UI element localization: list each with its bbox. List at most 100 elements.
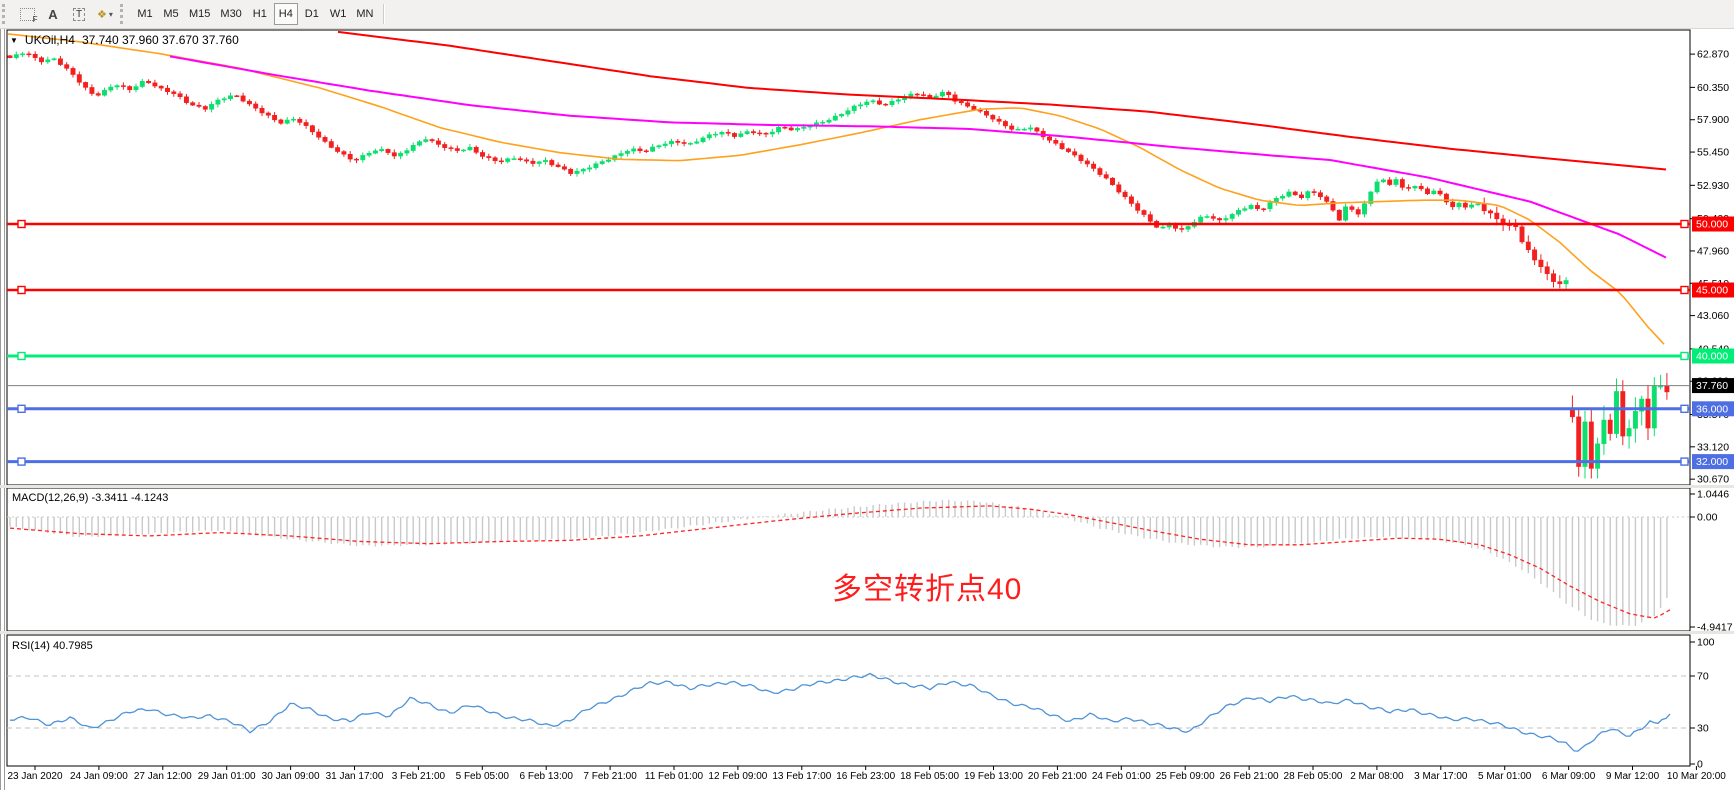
price-label-40.000: 40.000 (1692, 348, 1734, 364)
letter-a-icon: A (48, 6, 58, 22)
hline-handle[interactable] (1680, 404, 1689, 413)
chevron-down-icon: ▾ (108, 9, 113, 19)
date-label: 9 Mar 12:00 (1605, 771, 1660, 782)
chart-symbol-title[interactable]: ▼ UKOil,H4 37.740 37.960 37.670 37.760 (10, 33, 239, 47)
font-annotation-button[interactable]: A (41, 3, 65, 25)
date-label: 31 Jan 17:00 (325, 771, 384, 782)
price-label-36.000: 36.000 (1692, 401, 1734, 417)
date-label: 12 Feb 09:00 (708, 771, 768, 782)
chart-toolbar: F A T ❖ ▾ M1 M5 M15 M30 H1 H4 D1 W1 MN (0, 0, 1734, 29)
timeframe-M30[interactable]: M30 (216, 3, 245, 25)
svg-text:33.120: 33.120 (1697, 441, 1729, 453)
panel-splitter-rsi[interactable] (0, 631, 1734, 634)
date-label: 13 Feb 17:00 (772, 771, 832, 782)
svg-text:62.870: 62.870 (1697, 49, 1729, 61)
boxed-t-icon: T (72, 7, 86, 21)
current-price-label: 37.760 (1692, 378, 1734, 394)
hline-32.000[interactable] (7, 457, 1690, 466)
timeframe-W1[interactable]: W1 (326, 3, 351, 25)
ma-mid-magenta (169, 55, 1667, 259)
timeframe-buttons: M1 M5 M15 M30 H1 H4 D1 W1 MN (132, 3, 378, 25)
panel-border (6, 634, 1691, 767)
price-label-50.000: 50.000 (1692, 216, 1734, 232)
timeframe-M15[interactable]: M15 (185, 3, 214, 25)
svg-text:47.960: 47.960 (1697, 245, 1729, 257)
date-label: 6 Feb 13:00 (519, 771, 573, 782)
date-label: 25 Feb 09:00 (1155, 771, 1215, 782)
svg-text:37.760: 37.760 (1696, 380, 1728, 392)
hline-36.000[interactable] (7, 404, 1690, 413)
window-left-edge-inner (4, 28, 5, 790)
svg-text:32.000: 32.000 (1696, 456, 1728, 468)
ohlc-values: 37.740 37.960 37.670 37.760 (81, 33, 239, 47)
date-axis: 23 Jan 2020 24 Jan 09:00 27 Jan 12:00 29 Ja… (0, 768, 1734, 790)
hline-handle[interactable] (17, 457, 26, 466)
svg-text:30.670: 30.670 (1697, 474, 1729, 486)
hline-handle[interactable] (17, 219, 26, 229)
annotation-text[interactable]: 多空转折点40 (832, 573, 1023, 606)
ma-slow-red (337, 30, 1667, 171)
timeframe-H4[interactable]: H4 (273, 3, 298, 25)
timeframe-H1[interactable]: H1 (248, 3, 272, 25)
toolbar-drag-handle[interactable] (2, 4, 10, 24)
timeframe-M5[interactable]: M5 (159, 3, 183, 25)
price-label-45.000: 45.000 (1692, 282, 1734, 298)
date-label: 5 Feb 05:00 (455, 771, 509, 782)
price-axis: 62.87060.35057.90055.45052.93050.40047.9… (1690, 49, 1729, 486)
hline-handle[interactable] (1680, 457, 1689, 466)
panel-splitter-macd[interactable] (0, 485, 1734, 488)
arrow-objects-button[interactable]: ❖ ▾ (93, 3, 117, 25)
svg-text:57.900: 57.900 (1697, 114, 1729, 126)
date-ticks (34, 766, 1697, 770)
hline-handle[interactable] (17, 285, 26, 295)
object-tool-buttons: F A T ❖ ▾ (14, 3, 118, 25)
hline-handle[interactable] (1680, 351, 1689, 361)
hline-handle[interactable] (1680, 219, 1689, 229)
rsi-line (10, 672, 1671, 752)
date-label: 2 Mar 08:00 (1350, 771, 1404, 782)
svg-text:52.930: 52.930 (1697, 180, 1729, 192)
date-label: 24 Jan 09:00 (69, 771, 128, 782)
hline-handle[interactable] (17, 404, 26, 413)
date-label: 27 Jan 12:00 (133, 771, 192, 782)
hline-handle[interactable] (1680, 285, 1689, 295)
rsi-axis: 100 70 30 0 (1690, 637, 1715, 771)
hline-handle[interactable] (17, 351, 26, 361)
date-label: 7 Feb 21:00 (583, 771, 637, 782)
hline-45.000[interactable] (7, 285, 1690, 295)
svg-text:55.450: 55.450 (1697, 147, 1729, 159)
rsi-indicator-label: RSI(14) 40.7985 (12, 640, 93, 652)
toolbar-separator (383, 4, 385, 24)
svg-text:45.000: 45.000 (1696, 285, 1728, 297)
date-label: 28 Feb 05:00 (1283, 771, 1343, 782)
date-label: 24 Feb 01:00 (1091, 771, 1151, 782)
date-label: 19 Feb 13:00 (964, 771, 1023, 782)
svg-text:40.000: 40.000 (1696, 351, 1728, 363)
text-label-button[interactable]: T (67, 3, 91, 25)
rsi-panel (7, 672, 1690, 752)
timeframe-D1[interactable]: D1 (300, 3, 324, 25)
timeframe-M1[interactable]: M1 (133, 3, 157, 25)
chart-properties-button[interactable]: F (15, 3, 39, 25)
svg-text:100: 100 (1697, 637, 1715, 649)
collapse-icon[interactable]: ▼ (10, 35, 18, 45)
date-label: 29 Jan 01:00 (197, 771, 256, 782)
svg-text:0.00: 0.00 (1697, 512, 1718, 524)
date-label: 6 Mar 09:00 (1541, 771, 1596, 782)
timeframe-MN[interactable]: MN (352, 3, 377, 25)
candlesticks (7, 51, 1670, 479)
panel-border (6, 29, 1691, 486)
date-label: 3 Feb 21:00 (391, 771, 446, 782)
hline-40.000[interactable] (7, 351, 1690, 361)
date-label: 26 Feb 21:00 (1219, 771, 1279, 782)
date-label: 3 Mar 17:00 (1414, 771, 1468, 782)
svg-text:-4.9417: -4.9417 (1697, 622, 1733, 634)
timeframe-toolbar-drag-handle[interactable] (120, 4, 128, 24)
macd-axis: 1.0446 0.00 -4.9417 (1690, 489, 1733, 634)
svg-text:1.0446: 1.0446 (1697, 489, 1729, 501)
svg-text:0: 0 (1697, 759, 1703, 771)
hline-50.000[interactable] (7, 219, 1690, 229)
date-label: 10 Mar 20:00 (1666, 771, 1726, 782)
